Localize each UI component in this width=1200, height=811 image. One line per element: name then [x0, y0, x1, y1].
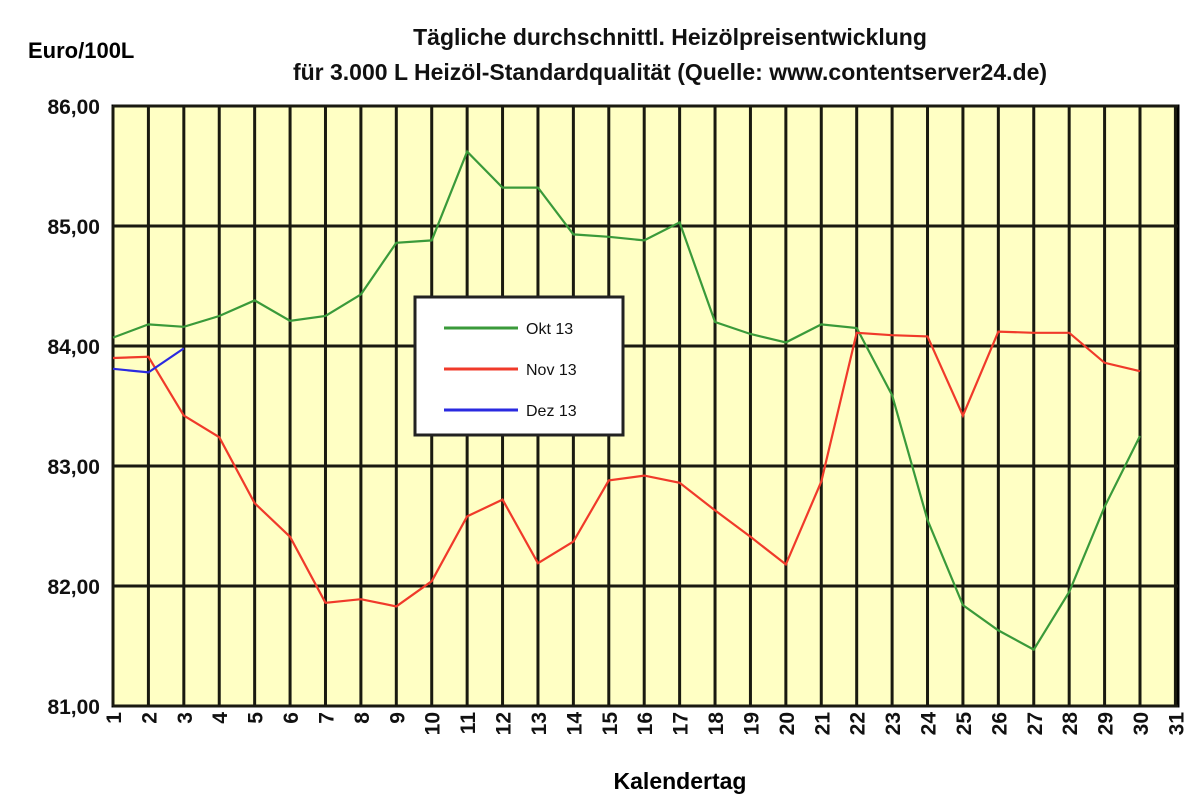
x-tick-label: 14: [563, 712, 586, 736]
y-tick-label: 86,00: [47, 96, 100, 119]
x-tick-label: 31: [1165, 712, 1188, 736]
y-tick-label: 84,00: [47, 336, 100, 359]
x-tick-label: 5: [245, 712, 268, 724]
x-tick-label: 30: [1130, 712, 1153, 735]
x-tick-label: 11: [457, 712, 480, 735]
legend-label: Nov 13: [526, 362, 577, 379]
x-tick-label: 9: [386, 712, 409, 724]
x-tick-label: 4: [209, 712, 232, 724]
y-tick-label: 81,00: [47, 696, 100, 719]
x-tick-label: 26: [988, 712, 1011, 735]
x-tick-label: 28: [1059, 712, 1082, 736]
x-tick-label: 7: [315, 712, 338, 724]
y-axis-label: Euro/100L: [28, 38, 135, 63]
legend-label: Dez 13: [526, 403, 577, 420]
x-tick-label: 21: [811, 712, 834, 736]
x-tick-label: 8: [351, 712, 374, 724]
y-tick-label: 85,00: [47, 216, 100, 239]
x-tick-label: 18: [705, 712, 728, 736]
x-tick-label: 25: [953, 712, 976, 736]
x-tick-label: 24: [918, 712, 941, 736]
chart-title-line-2: für 3.000 L Heizöl-Standardqualität (Que…: [292, 59, 1048, 85]
chart-title-line-1: Tägliche durchschnittl. Heizölpreisentwi…: [413, 24, 927, 50]
x-tick-label: 6: [280, 712, 303, 724]
x-tick-label: 16: [634, 712, 657, 735]
x-tick-label: 10: [422, 712, 445, 735]
x-tick-label: 23: [882, 712, 905, 735]
series-line-okt-13: [112, 149, 1141, 652]
x-tick-label: 3: [174, 712, 197, 724]
x-tick-label: 27: [1024, 712, 1047, 735]
x-tick-label: 20: [776, 712, 799, 735]
x-tick-label: 19: [740, 712, 763, 735]
series-line-nov-13: [112, 330, 1141, 608]
x-tick-label: 13: [528, 712, 551, 735]
x-tick-label: 1: [103, 712, 126, 724]
x-axis-label: Kalendertag: [613, 768, 747, 794]
x-tick-label: 17: [670, 712, 693, 735]
y-tick-label: 82,00: [47, 576, 100, 599]
legend-box: [413, 295, 625, 437]
legend-label: Okt 13: [526, 321, 573, 338]
y-tick-label: 83,00: [47, 456, 100, 479]
x-tick-label: 29: [1095, 712, 1118, 735]
x-tick-label: 15: [599, 712, 622, 736]
x-tick-label: 22: [847, 712, 870, 735]
x-tick-label: 12: [493, 712, 516, 735]
x-tick-label: 2: [138, 712, 161, 724]
